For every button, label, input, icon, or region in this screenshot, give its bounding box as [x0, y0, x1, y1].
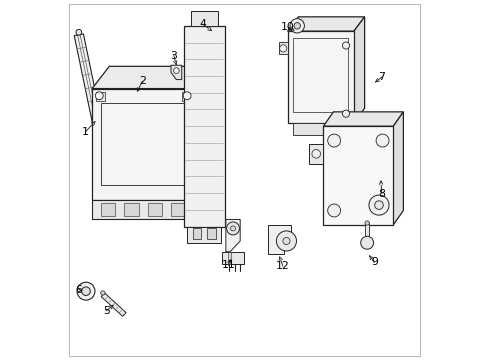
Text: 6: 6: [75, 285, 82, 296]
Circle shape: [279, 45, 286, 52]
Bar: [124, 203, 139, 216]
Bar: [101, 203, 115, 216]
Polygon shape: [92, 66, 211, 89]
Circle shape: [368, 195, 388, 215]
Polygon shape: [353, 17, 364, 123]
Circle shape: [375, 134, 388, 147]
Circle shape: [374, 201, 383, 210]
Polygon shape: [278, 42, 287, 54]
Text: 1: 1: [82, 127, 89, 136]
Bar: [192, 228, 201, 239]
Bar: [292, 39, 348, 112]
Bar: [101, 103, 185, 185]
Polygon shape: [267, 225, 290, 253]
Text: 8: 8: [378, 189, 385, 199]
Bar: [227, 252, 231, 264]
Circle shape: [364, 221, 368, 225]
Polygon shape: [392, 112, 403, 225]
Bar: [187, 226, 221, 243]
Circle shape: [311, 149, 320, 158]
Bar: [92, 200, 194, 220]
Bar: [292, 123, 348, 135]
Circle shape: [327, 134, 340, 147]
Text: 7: 7: [378, 72, 385, 82]
Bar: [183, 26, 224, 226]
Bar: [206, 228, 215, 239]
Bar: [222, 252, 244, 264]
Text: 3: 3: [170, 50, 177, 60]
Bar: [96, 92, 104, 101]
Circle shape: [81, 287, 90, 296]
Bar: [182, 92, 190, 101]
Circle shape: [77, 282, 95, 300]
Circle shape: [289, 19, 304, 33]
Bar: [147, 203, 162, 216]
Text: 4: 4: [199, 19, 205, 29]
Circle shape: [276, 231, 296, 251]
Circle shape: [282, 237, 289, 244]
Text: 12: 12: [275, 261, 289, 271]
Circle shape: [76, 30, 81, 35]
Polygon shape: [323, 112, 403, 126]
Text: 5: 5: [103, 306, 110, 316]
Polygon shape: [101, 293, 126, 316]
Bar: [323, 126, 392, 225]
Text: 2: 2: [139, 76, 145, 86]
Circle shape: [183, 92, 191, 100]
Polygon shape: [194, 66, 211, 200]
Circle shape: [327, 204, 340, 217]
Bar: [287, 31, 353, 123]
Circle shape: [342, 110, 349, 117]
Text: 11: 11: [221, 260, 235, 270]
Circle shape: [173, 68, 179, 73]
Circle shape: [360, 236, 373, 249]
Circle shape: [101, 291, 105, 295]
Circle shape: [95, 92, 103, 100]
Polygon shape: [225, 220, 240, 252]
Polygon shape: [287, 17, 364, 31]
Circle shape: [293, 23, 300, 29]
Bar: [365, 223, 368, 243]
Polygon shape: [74, 34, 111, 168]
Text: 9: 9: [370, 257, 377, 267]
Polygon shape: [171, 65, 182, 80]
Polygon shape: [194, 177, 211, 220]
Bar: [92, 89, 194, 200]
Polygon shape: [308, 144, 323, 164]
Bar: [171, 203, 185, 216]
Text: 10: 10: [280, 22, 294, 32]
Circle shape: [226, 222, 239, 235]
Circle shape: [230, 226, 235, 231]
Circle shape: [342, 42, 349, 49]
Bar: [190, 12, 217, 26]
